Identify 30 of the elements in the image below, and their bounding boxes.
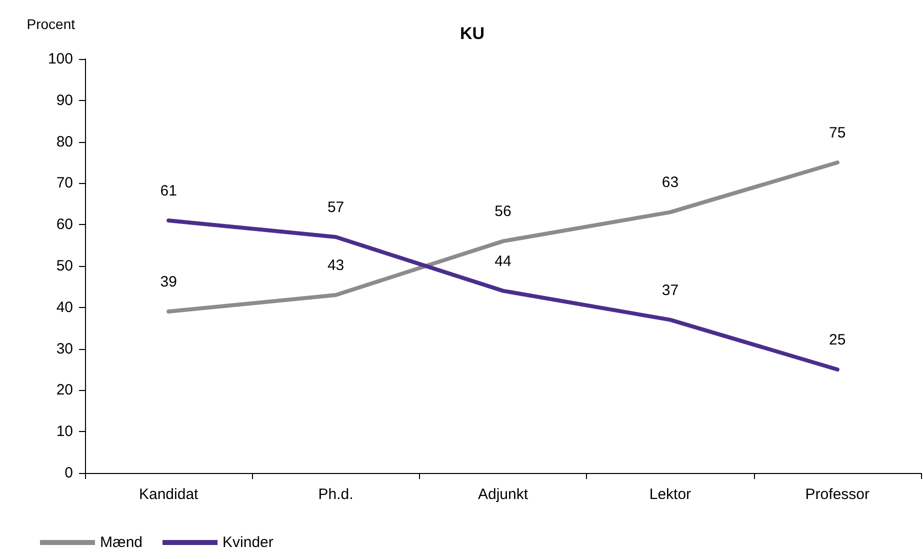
data-label: 25 [829, 332, 846, 348]
y-tick-label: 90 [56, 92, 73, 109]
x-tick-label: Professor [805, 486, 870, 503]
x-tick-label: Adjunkt [478, 486, 529, 503]
y-tick-label: 80 [56, 133, 73, 150]
y-tick-label: 0 [64, 464, 73, 482]
data-label: 56 [494, 203, 512, 220]
legend-label: Kvinder [222, 534, 274, 551]
y-tick-label: 70 [56, 174, 73, 192]
y-tick-label: 100 [48, 50, 73, 68]
data-label: 44 [494, 252, 512, 270]
data-label: 43 [327, 256, 344, 274]
y-tick-label: 40 [56, 298, 73, 316]
data-label: 75 [829, 124, 846, 142]
data-label: 57 [327, 199, 344, 216]
data-label: 39 [160, 274, 177, 291]
y-tick-label: 50 [56, 258, 73, 274]
y-tick-label: 20 [56, 382, 73, 399]
chart-title: KU [460, 24, 485, 43]
y-axis-title: Procent [26, 16, 76, 32]
y-tick-label: 30 [56, 340, 73, 358]
y-tick-label: 60 [56, 216, 73, 234]
y-tick-label: 10 [56, 423, 73, 440]
data-label: 63 [662, 174, 679, 192]
x-tick-label: Kandidat [138, 486, 200, 503]
x-tick-label: Lektor [649, 486, 692, 503]
data-label: 37 [662, 282, 679, 299]
data-label: 61 [160, 182, 177, 200]
x-tick-label: Ph.d. [318, 486, 354, 503]
legend-label: Mænd [100, 534, 143, 551]
